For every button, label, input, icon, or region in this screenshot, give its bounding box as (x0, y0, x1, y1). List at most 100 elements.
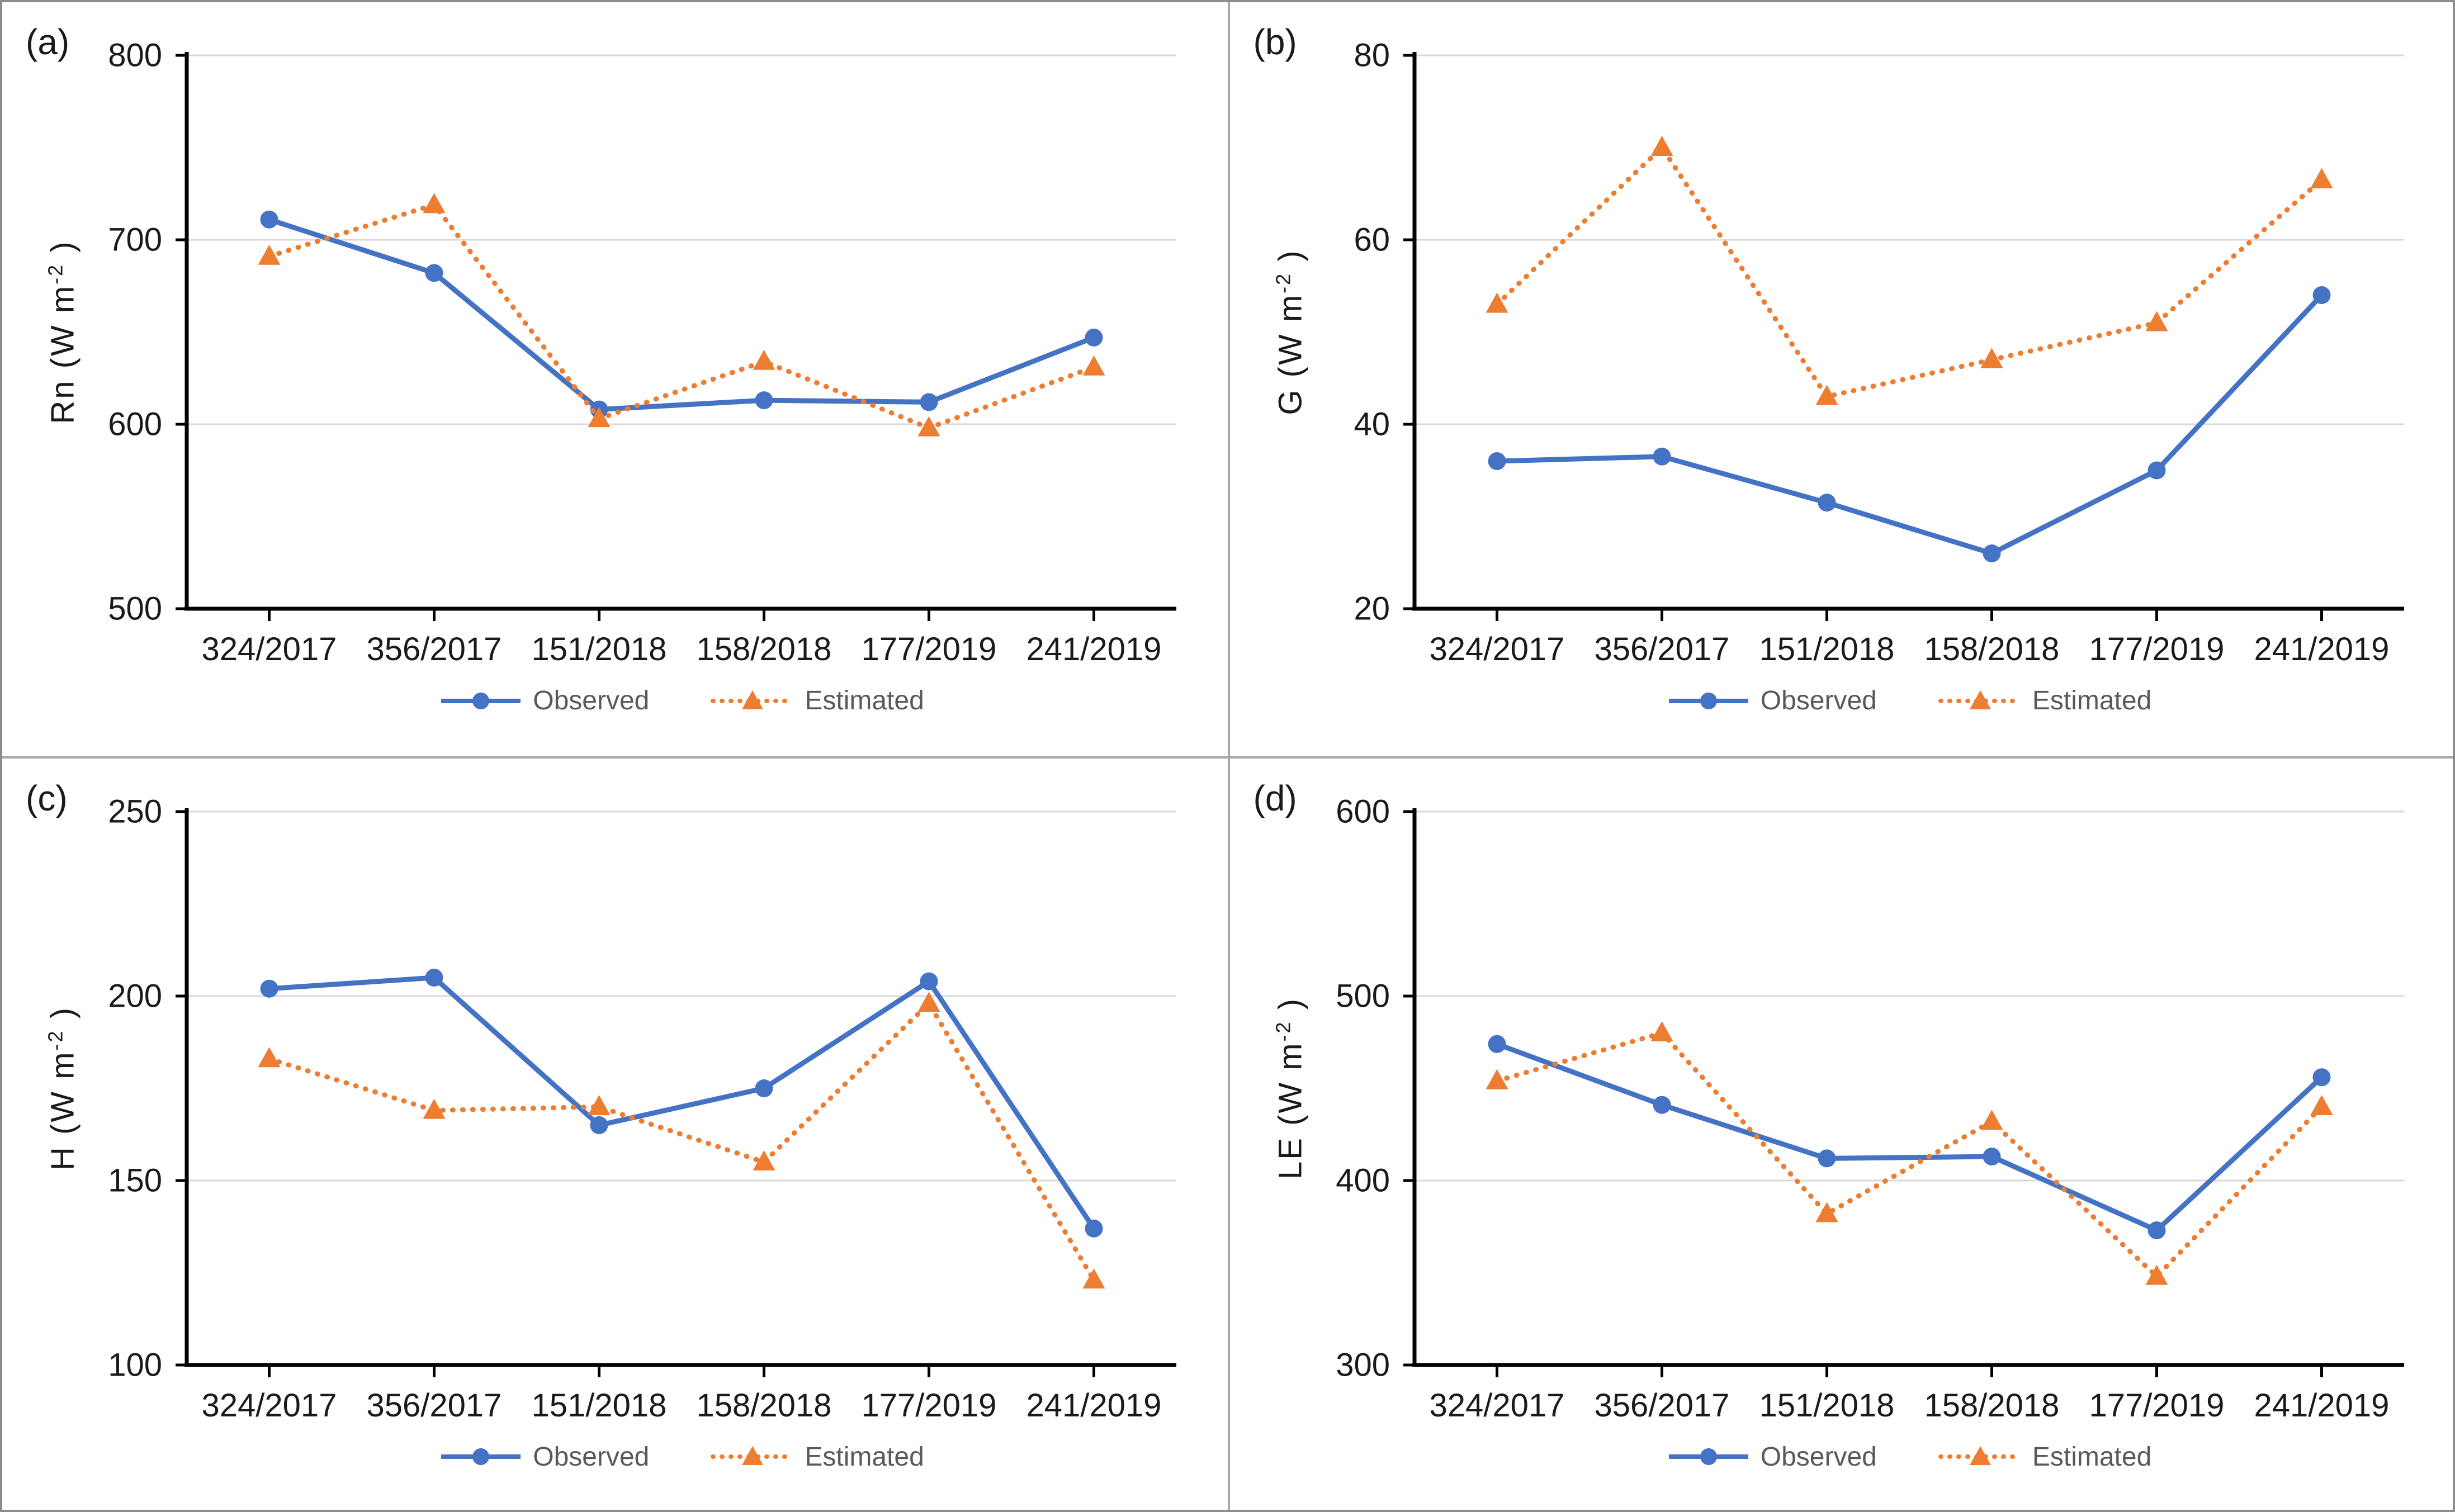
series-observed-marker (1488, 452, 1506, 470)
y-axis-unit: (W m (44, 1050, 81, 1145)
panel-c-label: (c) (26, 778, 68, 818)
y-axis-unit-close: ) (1272, 249, 1309, 272)
series-observed-marker (1488, 1035, 1506, 1053)
series-observed-marker (425, 968, 443, 987)
y-axis-name: H (44, 1145, 81, 1170)
series-observed-marker (425, 264, 443, 282)
series-observed-marker (920, 972, 938, 990)
series-estimated-marker (1082, 1268, 1105, 1288)
series-estimated-marker (1650, 1021, 1673, 1041)
y-tick-label: 80 (1354, 37, 1390, 74)
y-tick-label: 250 (108, 793, 162, 830)
y-axis-unit-exponent: -2 (1271, 272, 1294, 293)
x-tick-label: 356/2017 (367, 1387, 502, 1424)
x-tick-label: 241/2019 (2254, 1387, 2389, 1424)
panel-b-label: (b) (1253, 22, 1297, 62)
observed-legend-marker-icon (472, 1448, 490, 1465)
y-tick-label: 600 (108, 406, 162, 443)
series-estimated-marker (753, 349, 775, 370)
y-axis-unit-close: ) (44, 1006, 81, 1029)
y-axis-name: LE (1272, 1136, 1309, 1179)
x-tick-label: 177/2019 (862, 631, 997, 667)
y-axis-unit-exponent: -2 (1271, 1020, 1294, 1041)
panel-d-legend: Observed Estimated (1415, 1442, 2404, 1472)
x-tick-label: 151/2018 (1759, 631, 1894, 667)
panel-a: 500 600 700 800 324/2017 356/2017 151/2018 158/… (2, 2, 1228, 756)
series-observed-marker (920, 393, 938, 411)
y-axis-unit-close: ) (44, 240, 81, 263)
estimated-legend-swatch (1938, 690, 2022, 709)
series-estimated-line (267, 202, 1096, 431)
legend-item-observed: Observed (439, 685, 649, 716)
y-tick-label: 500 (108, 591, 162, 627)
x-tick-label: 177/2019 (862, 1387, 997, 1424)
observed-legend-swatch (441, 692, 521, 709)
x-tick-label: 324/2017 (1429, 1387, 1564, 1424)
x-tick-label: 151/2018 (532, 1387, 667, 1424)
series-estimated-marker (2310, 168, 2333, 188)
y-axis-unit-exponent: -2 (44, 1028, 67, 1050)
series-estimated-marker (588, 1094, 611, 1115)
chart-c-plot: 100 150 200 250 324/2017 356/2017 151/2018 158/… (108, 793, 1176, 1424)
x-tick-label: 356/2017 (367, 631, 502, 667)
y-tick-label: 600 (1336, 793, 1390, 830)
y-tick-label: 800 (108, 37, 162, 74)
series-observed-marker (755, 391, 773, 410)
series-estimated-marker (1815, 1201, 1838, 1222)
legend-label-estimated: Estimated (805, 686, 924, 715)
observed-legend-marker-icon (1700, 692, 1717, 709)
estimated-legend-marker-icon (742, 1446, 764, 1465)
panel-a-y-axis-title: Rn (W m-2 ) (44, 240, 81, 424)
series-observed-marker (1085, 328, 1103, 347)
observed-legend-swatch (441, 1448, 521, 1465)
panel-b-legend: Observed Estimated (1415, 685, 2404, 716)
y-tick-label: 500 (1336, 978, 1390, 1014)
observed-legend-marker-icon (472, 692, 490, 709)
legend-item-observed: Observed (1667, 1442, 1877, 1472)
legend-label-observed: Observed (1760, 1442, 1877, 1472)
series-observed-line (268, 217, 1095, 413)
x-tick-label: 324/2017 (202, 1387, 337, 1424)
series-estimated-marker (1486, 292, 1508, 313)
y-axis-unit-close: ) (1272, 997, 1309, 1020)
estimated-legend-marker-icon (1969, 1446, 1991, 1465)
series-observed-marker (1085, 1219, 1103, 1238)
series-observed-marker (260, 210, 278, 229)
series-estimated-line (1494, 1030, 2324, 1280)
estimated-legend-swatch (711, 690, 795, 709)
x-tick-label: 158/2018 (1924, 631, 2059, 667)
series-observed-marker (2312, 286, 2330, 304)
panel-c-y-axis-title: H (W m-2 ) (44, 1006, 81, 1170)
legend-item-estimated: Estimated (1938, 1442, 2151, 1472)
series-estimated-marker (917, 416, 940, 437)
series-estimated-marker (1980, 1109, 2003, 1130)
panel-b-y-axis-title: G (W m-2 ) (1271, 249, 1309, 415)
series-estimated-marker (1082, 355, 1105, 376)
series-estimated-marker (1486, 1069, 1508, 1089)
series-estimated-marker (258, 1046, 281, 1067)
series-estimated-marker (423, 1098, 446, 1119)
series-observed-marker (1983, 544, 2000, 562)
series-estimated-marker (258, 244, 281, 265)
legend-item-estimated: Estimated (1938, 685, 2151, 716)
series-observed-marker (590, 1116, 608, 1134)
y-axis-unit: (W m (44, 284, 81, 380)
series-observed-marker (1818, 1149, 1836, 1167)
panel-d: 300 400 500 600 324/2017 356/2017 151/2018 158/… (1227, 756, 2453, 1510)
series-observed-marker (755, 1079, 773, 1097)
estimated-legend-marker-icon (742, 690, 764, 709)
series-observed-line (1496, 293, 2324, 556)
y-tick-label: 700 (108, 222, 162, 258)
x-tick-label: 356/2017 (1594, 1387, 1729, 1424)
x-tick-label: 324/2017 (1429, 631, 1564, 667)
y-tick-label: 100 (108, 1347, 162, 1383)
series-observed-marker (2147, 461, 2165, 480)
x-tick-label: 158/2018 (697, 1387, 832, 1424)
chart-b-plot: 20 40 60 80 324/2017 356/2017 151/2018 158/2018… (1354, 37, 2404, 667)
observed-legend-swatch (1668, 692, 1748, 709)
x-tick-label: 151/2018 (532, 631, 667, 667)
estimated-legend-swatch (711, 1446, 795, 1465)
series-estimated-marker (588, 407, 611, 428)
series-estimated-marker (1650, 136, 1673, 156)
